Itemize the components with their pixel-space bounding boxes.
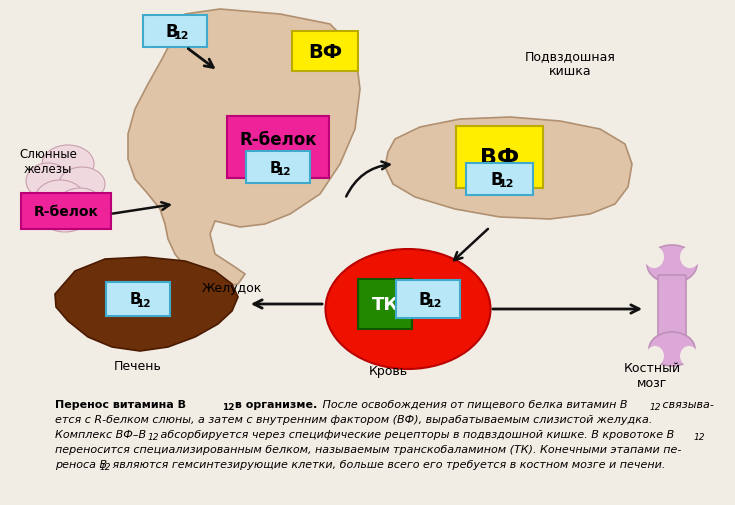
Ellipse shape [42,203,88,232]
Ellipse shape [326,249,490,369]
Text: 12: 12 [137,298,151,309]
FancyBboxPatch shape [246,152,310,184]
Text: реноса B: реноса B [55,459,107,469]
Ellipse shape [644,246,664,269]
Text: в организме.: в организме. [231,399,318,409]
Ellipse shape [26,164,70,199]
Polygon shape [55,258,238,351]
Text: B: B [491,171,503,189]
Text: связыва-: связыва- [659,399,714,409]
Text: 12: 12 [100,462,112,471]
FancyBboxPatch shape [396,280,460,318]
Ellipse shape [59,168,105,201]
Polygon shape [128,10,360,287]
FancyBboxPatch shape [456,127,543,189]
Ellipse shape [647,245,697,283]
Ellipse shape [646,346,664,366]
Text: После освобождения от пищевого белка витамин B: После освобождения от пищевого белка вит… [319,399,628,409]
FancyBboxPatch shape [358,279,412,329]
Ellipse shape [42,146,94,184]
Text: 12: 12 [426,298,442,309]
Text: R-белок: R-белок [34,205,98,219]
Text: Желудок: Желудок [202,281,262,294]
Text: 12: 12 [650,402,662,411]
Text: Печень: Печень [114,359,162,372]
Text: ется с R-белком слюны, а затем с внутренним фактором (ВФ), вырабатываемым слизис: ется с R-белком слюны, а затем с внутрен… [55,414,653,424]
Text: абсорбируется через специфические рецепторы в подвздошной кишке. В кровотоке B: абсорбируется через специфические рецепт… [157,429,674,439]
Text: B: B [269,160,281,175]
Text: 12: 12 [694,432,706,441]
Text: 12: 12 [173,31,189,41]
FancyBboxPatch shape [658,275,686,344]
Polygon shape [385,118,632,220]
Text: 12: 12 [148,432,159,441]
Ellipse shape [680,346,698,366]
Text: B: B [165,23,179,41]
Text: ВФ: ВФ [481,147,520,168]
Text: 12: 12 [277,167,291,177]
Text: ВФ: ВФ [308,42,342,62]
Text: являются гемсинтезирующие клетки, больше всего его требуется в костном мозге и п: являются гемсинтезирующие клетки, больше… [109,459,665,469]
Ellipse shape [649,332,695,366]
Text: B: B [419,290,431,309]
Text: Комплекс ВФ–B: Комплекс ВФ–B [55,429,146,439]
Text: R-белок: R-белок [240,131,317,148]
Text: Кровь: Кровь [368,364,408,377]
Text: ТК: ТК [371,295,398,314]
Text: 12: 12 [222,402,234,411]
Text: переносится специализированным белком, называемым транскобаламином (ТК). Конечны: переносится специализированным белком, н… [55,444,681,454]
FancyBboxPatch shape [106,282,170,316]
Text: Перенос витамина B: Перенос витамина B [55,399,186,409]
Ellipse shape [58,189,102,221]
FancyBboxPatch shape [292,32,358,72]
Text: 12: 12 [498,179,514,189]
Ellipse shape [680,246,700,269]
Text: B: B [129,292,141,307]
FancyBboxPatch shape [467,164,534,195]
FancyBboxPatch shape [21,193,111,230]
FancyBboxPatch shape [227,117,329,179]
Text: Подвздошная
кишка: Подвздошная кишка [525,50,615,78]
Text: Слюнные
железы: Слюнные железы [19,147,77,176]
Ellipse shape [35,181,85,219]
Text: Костный
мозг: Костный мозг [623,361,681,389]
FancyBboxPatch shape [143,16,207,48]
